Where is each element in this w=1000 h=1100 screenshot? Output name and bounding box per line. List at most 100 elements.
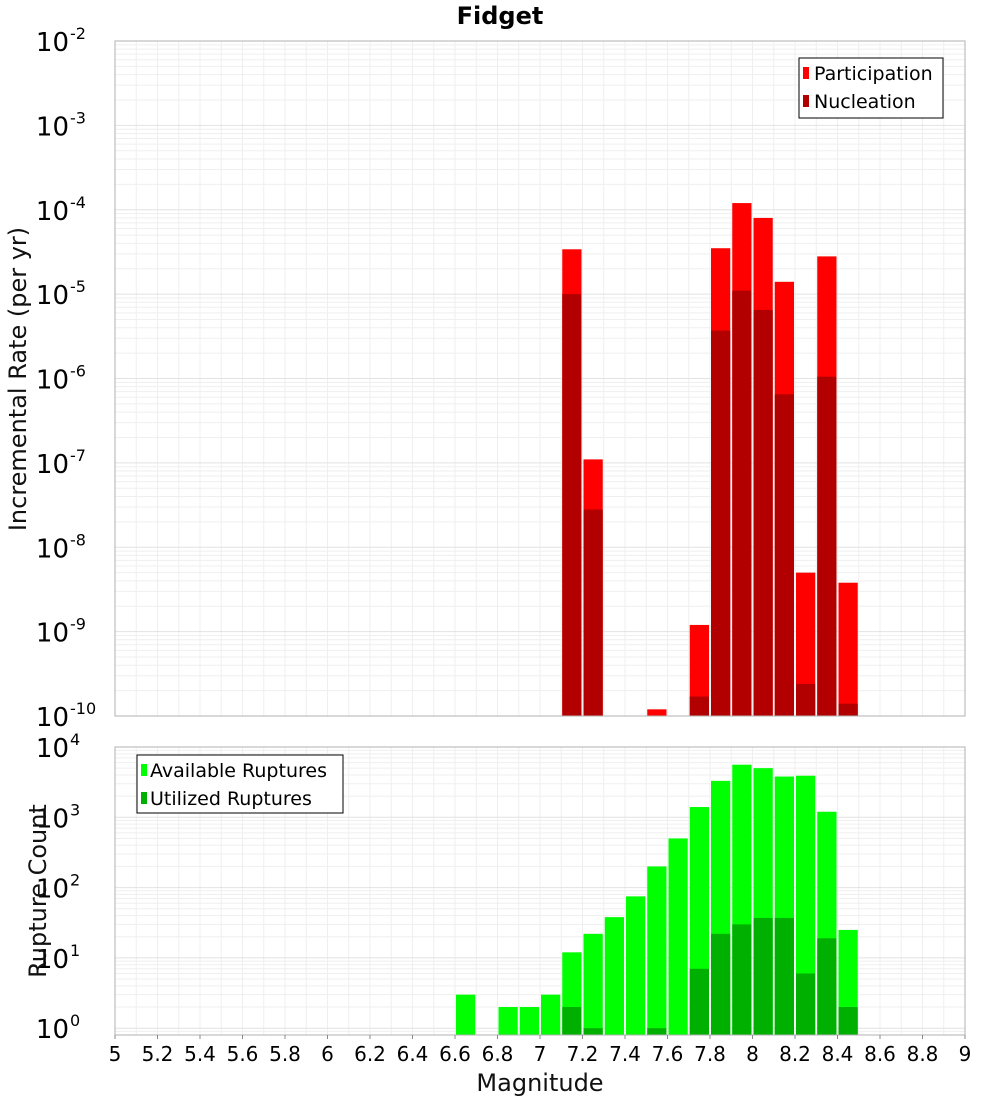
top-ytick-exponent: -10: [70, 699, 96, 718]
xtick-label: 7.6: [652, 1042, 684, 1066]
bottom-ytick-exponent: 4: [70, 730, 80, 749]
xtick-label: 5.2: [142, 1042, 174, 1066]
xtick-label: 7.8: [694, 1042, 726, 1066]
bottom-legend-box: [136, 754, 344, 814]
xtick-label: 5.4: [184, 1042, 216, 1066]
x-axis-label: Magnitude: [476, 1069, 603, 1097]
legend-swatch-available: [141, 764, 147, 776]
bottom-bar-available-ruptures: [604, 917, 624, 1035]
top-bar-nucleation: [753, 309, 773, 716]
xtick-label: 6.8: [482, 1042, 514, 1066]
top-bar-nucleation: [711, 330, 731, 716]
xtick-label: 8.8: [907, 1042, 939, 1066]
bottom-bar-available-ruptures: [498, 1007, 518, 1035]
xtick-label: 8: [746, 1042, 759, 1066]
top-y-axis-label: Incremental Rate (per yr): [4, 227, 32, 531]
top-bar-participation: [689, 624, 709, 716]
bottom-bar-available-ruptures: [647, 866, 667, 1035]
legend-label-available: Available Ruptures: [150, 760, 327, 782]
bottom-ytick-exponent: 0: [70, 1011, 80, 1030]
top-ytick-label: 10: [36, 703, 69, 733]
xtick-label: 9: [959, 1042, 972, 1066]
top-bar-nucleation: [774, 394, 794, 716]
top-bar-nucleation: [838, 703, 858, 716]
bottom-y-axis-label: Rupture Count: [24, 804, 52, 978]
bottom-bar-available-ruptures: [456, 994, 476, 1035]
xtick-label: 6.6: [439, 1042, 471, 1066]
top-bar-nucleation: [796, 683, 816, 716]
xtick-label: 5.8: [269, 1042, 301, 1066]
top-bar-nucleation: [583, 509, 603, 716]
top-ytick-label: 10: [36, 534, 69, 564]
bottom-legend: Available Ruptures Utilized Ruptures: [136, 754, 344, 814]
bottom-ytick-exponent: 2: [70, 871, 80, 890]
xtick-label: 6.4: [397, 1042, 429, 1066]
xtick-label: 5.6: [227, 1042, 259, 1066]
bottom-ytick-label: 10: [36, 804, 69, 834]
bottom-bar-utilized-ruptures: [838, 1007, 858, 1035]
bottom-bar-utilized-ruptures: [732, 924, 752, 1035]
bottom-bar-available-ruptures: [519, 1007, 539, 1035]
top-ytick-label: 10: [36, 112, 69, 142]
bottom-ytick-label: 10: [36, 875, 69, 905]
top-legend-box: [798, 57, 944, 119]
bottom-bar-utilized-ruptures: [711, 933, 731, 1035]
top-bar-participation: [796, 572, 816, 716]
legend-label-utilized: Utilized Ruptures: [150, 788, 312, 810]
xtick-label: 5: [109, 1042, 122, 1066]
chart-title: Fidget: [457, 2, 544, 30]
legend-swatch-nucleation: [803, 95, 809, 107]
bottom-bar-available-ruptures: [796, 775, 816, 1035]
top-ytick-label: 10: [36, 197, 69, 227]
bottom-bar-utilized-ruptures: [647, 1028, 667, 1035]
bottom-bar-utilized-ruptures: [562, 1007, 582, 1035]
xtick-label: 8.6: [864, 1042, 896, 1066]
top-ytick-exponent: -9: [70, 615, 86, 634]
legend-swatch-utilized: [141, 792, 147, 804]
bottom-bar-utilized-ruptures: [817, 938, 837, 1035]
bottom-ytick-label: 10: [36, 1015, 69, 1045]
top-ytick-exponent: -3: [70, 108, 86, 127]
top-ytick-exponent: -2: [70, 24, 86, 43]
top-bar-nucleation: [817, 376, 837, 716]
xtick-label: 6: [321, 1042, 334, 1066]
xtick-label: 7.2: [567, 1042, 599, 1066]
top-legend: Participation Nucleation: [798, 57, 944, 119]
top-bar-nucleation: [562, 294, 582, 716]
top-ytick-label: 10: [36, 28, 69, 58]
top-bar-participation: [647, 709, 667, 716]
top-bar-nucleation: [732, 290, 752, 716]
bottom-ytick-label: 10: [36, 734, 69, 764]
top-bar-participation: [838, 582, 858, 716]
top-ytick-label: 10: [36, 450, 69, 480]
bottom-bar-available-ruptures: [541, 994, 561, 1035]
legend-label-nucleation: Nucleation: [814, 91, 916, 113]
bottom-bar-utilized-ruptures: [753, 917, 773, 1035]
top-ytick-exponent: -6: [70, 362, 86, 381]
bottom-bar-utilized-ruptures: [774, 917, 794, 1035]
bottom-ytick-label: 10: [36, 945, 69, 975]
xtick-label: 8.2: [779, 1042, 811, 1066]
bottom-bar-available-ruptures: [583, 933, 603, 1035]
xtick-label: 7: [534, 1042, 547, 1066]
top-plot-frame: [114, 40, 966, 717]
top-ytick-exponent: -7: [70, 446, 86, 465]
top-ytick-label: 10: [36, 281, 69, 311]
xtick-label: 6.2: [354, 1042, 386, 1066]
legend-swatch-participation: [803, 67, 809, 79]
top-ytick-exponent: -4: [70, 193, 86, 212]
top-ytick-label: 10: [36, 619, 69, 649]
top-ytick-exponent: -5: [70, 277, 86, 296]
top-bar-nucleation: [689, 696, 709, 716]
bottom-bar-available-ruptures: [626, 896, 646, 1035]
xtick-label: 8.4: [822, 1042, 854, 1066]
top-ytick-exponent: -8: [70, 530, 86, 549]
bottom-ytick-exponent: 3: [70, 800, 80, 819]
bottom-bar-utilized-ruptures: [689, 968, 709, 1035]
bottom-bar-utilized-ruptures: [796, 973, 816, 1035]
bottom-ytick-exponent: 1: [70, 941, 80, 960]
xtick-label: 7.4: [609, 1042, 641, 1066]
